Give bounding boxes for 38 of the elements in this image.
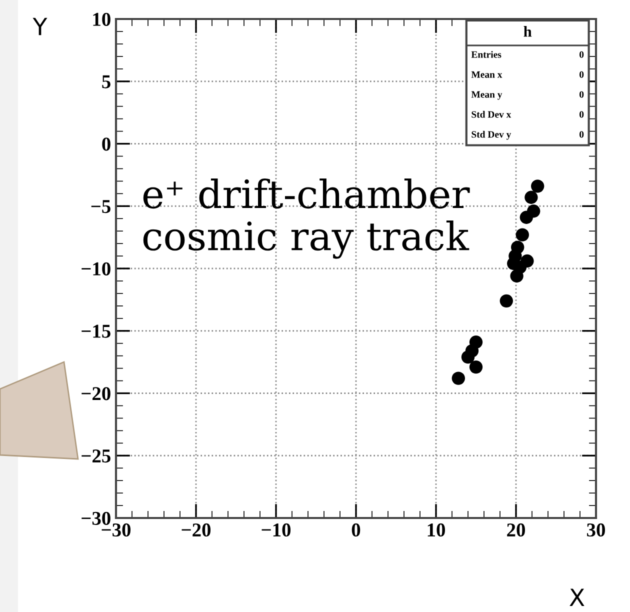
y-tick-label: −15 — [82, 324, 110, 338]
point — [524, 190, 538, 204]
point — [520, 210, 533, 224]
x-tick-label: 30 — [587, 523, 605, 537]
annotation: 0 — [580, 131, 584, 138]
y-tick-label: −25 — [82, 449, 110, 463]
annotation: Entries — [471, 51, 502, 58]
point — [531, 180, 544, 193]
y-tick-label: −20 — [82, 387, 110, 400]
annotation: h — [524, 26, 532, 37]
y-tick-label: −30 — [82, 512, 110, 525]
point — [461, 350, 475, 364]
annotation: Std Dev x — [472, 110, 512, 118]
point — [469, 360, 483, 374]
annotation: 0 — [580, 111, 584, 118]
point — [516, 228, 529, 242]
x-tick-label: 20 — [507, 523, 525, 537]
annotation: Std Dev y — [472, 130, 512, 140]
annotation: Mean x — [471, 71, 502, 78]
point — [452, 372, 465, 385]
y-tick-label: −10 — [82, 262, 110, 276]
y-tick-label: 10 — [93, 12, 110, 26]
point — [500, 294, 513, 308]
point — [510, 269, 524, 283]
x-tick-label: −10 — [262, 523, 291, 537]
x-tick-label: −20 — [182, 523, 211, 537]
annotation: 0 — [580, 71, 584, 78]
y-axis-title: Y — [32, 18, 48, 36]
x-tick-label: 10 — [428, 523, 445, 537]
y-tick-label: −5 — [91, 200, 110, 214]
annotation: 0 — [580, 91, 584, 98]
y-tick-label: 5 — [102, 75, 110, 88]
annotation: 0 — [580, 51, 584, 58]
x-axis-title: X — [570, 588, 584, 606]
annotation: e⁺ drift-chamber cosmic ray track — [143, 178, 470, 259]
annotation: Mean y — [471, 91, 502, 100]
x-tick-label: 0 — [352, 523, 360, 537]
y-tick-label: 0 — [102, 138, 110, 151]
